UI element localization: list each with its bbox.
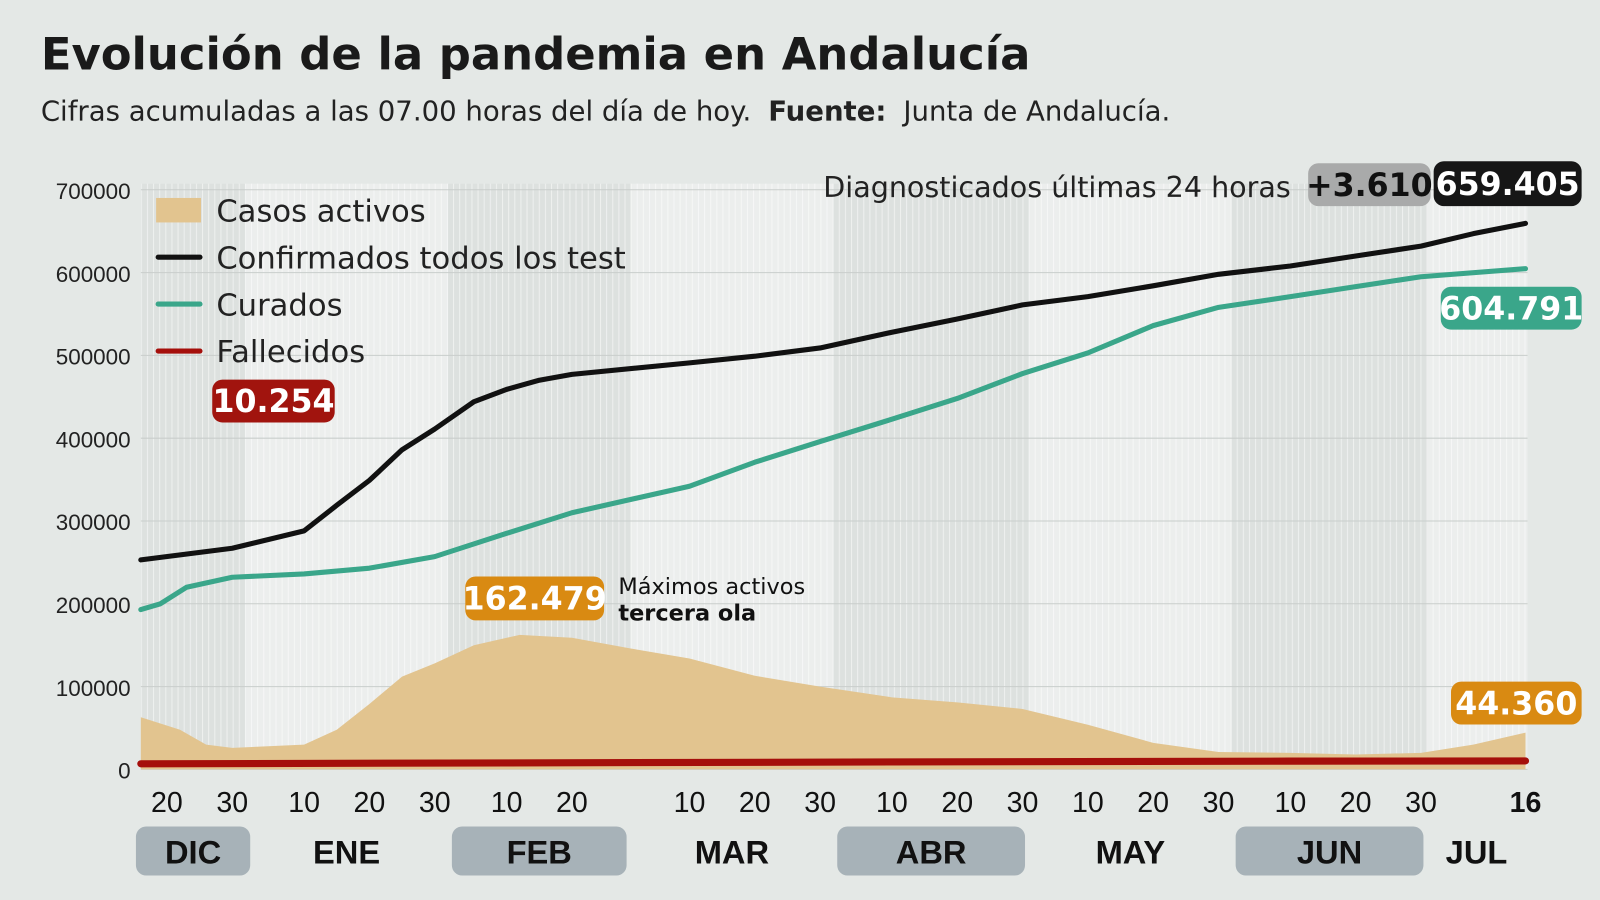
x-tick-label: 16 xyxy=(1510,787,1542,819)
month-pill xyxy=(451,826,627,876)
diagnosed-delta-pill xyxy=(1308,163,1431,207)
legend-swatch xyxy=(156,197,202,223)
peak-note-line2: tercera ola xyxy=(618,600,756,626)
x-tick-label: 10 xyxy=(1274,787,1306,819)
fallecidos-label: 10.254 xyxy=(212,384,334,420)
y-tick-label: 100000 xyxy=(56,676,131,701)
curados-label-pill xyxy=(1440,286,1582,330)
month-label: JUN xyxy=(1297,833,1362,870)
x-tick-label: 20 xyxy=(151,787,183,819)
subtitle-source: Junta de Andalucía. xyxy=(901,95,1170,127)
x-tick-label: 20 xyxy=(354,787,386,819)
peak-note-line1: Máximos activos xyxy=(618,574,805,600)
month-label: MAR xyxy=(695,833,769,870)
legend-label: Confirmados todos los test xyxy=(216,241,625,276)
x-tick-label: 30 xyxy=(804,787,836,819)
chart-title: Evolución de la pandemia en Andalucía xyxy=(41,27,1031,80)
diagnosed-text: Diagnosticados últimas 24 horas xyxy=(823,170,1291,204)
curados-label: 604.791 xyxy=(1439,291,1583,327)
x-tick-label: 10 xyxy=(674,787,706,819)
month-label: FEB xyxy=(507,833,572,870)
x-tick-label: 20 xyxy=(1137,787,1169,819)
month-pill xyxy=(1235,826,1424,876)
x-tick-label: 30 xyxy=(419,787,451,819)
x-tick-label: 30 xyxy=(1405,787,1437,819)
y-tick-label: 400000 xyxy=(56,427,131,452)
subtitle-source-label: Fuente: xyxy=(768,95,886,127)
series-line-2 xyxy=(138,266,1529,613)
series-line-3 xyxy=(137,757,1530,768)
series-area-casos-activos xyxy=(140,634,1526,770)
x-tick-label: 20 xyxy=(739,787,771,819)
legend-label: Fallecidos xyxy=(216,335,365,370)
activos-label: 44.360 xyxy=(1455,686,1577,722)
y-tick-label: 600000 xyxy=(56,262,131,287)
month-label: ABR xyxy=(896,833,967,870)
x-tick-label: 30 xyxy=(216,787,248,819)
month-pill xyxy=(135,826,251,876)
x-tick-label: 10 xyxy=(876,787,908,819)
y-tick-label: 500000 xyxy=(56,345,131,370)
y-tick-label: 0 xyxy=(118,759,130,784)
x-tick-label: 10 xyxy=(288,787,320,819)
y-tick-label: 700000 xyxy=(56,179,131,204)
month-label: JUL xyxy=(1446,833,1508,870)
y-tick-label: 300000 xyxy=(56,510,131,535)
subtitle-text: Cifras acumuladas a las 07.00 horas del … xyxy=(41,95,751,127)
x-tick-label: 20 xyxy=(556,787,588,819)
x-tick-label: 10 xyxy=(1072,787,1104,819)
x-tick-label: 20 xyxy=(941,787,973,819)
x-tick-label: 30 xyxy=(1203,787,1235,819)
diagnosed-delta: +3.610 xyxy=(1306,168,1433,204)
x-tick-label: 20 xyxy=(1340,787,1372,819)
legend: Casos activos Confirmados todos los test C… xyxy=(155,194,626,370)
y-tick-label: 200000 xyxy=(56,593,131,618)
activos-label-pill xyxy=(1451,681,1582,725)
series-line-1 xyxy=(138,220,1529,563)
confirmados-label-pill xyxy=(1433,161,1582,207)
x-tick-label: 10 xyxy=(491,787,523,819)
month-label: DIC xyxy=(165,833,221,870)
month-label: MAY xyxy=(1096,833,1166,870)
legend-label: Curados xyxy=(216,288,342,323)
legend-label: Casos activos xyxy=(216,194,425,229)
chart-subtitle: Cifras acumuladas a las 07.00 horas del … xyxy=(41,95,1170,127)
month-pill xyxy=(837,826,1026,876)
peak-label: 162.479 xyxy=(463,582,607,618)
x-tick-label: 30 xyxy=(1007,787,1039,819)
confirmados-label: 659.405 xyxy=(1436,167,1580,203)
fallecidos-label-pill xyxy=(212,379,335,423)
month-label: ENE xyxy=(313,833,380,870)
peak-label-pill xyxy=(465,576,605,621)
